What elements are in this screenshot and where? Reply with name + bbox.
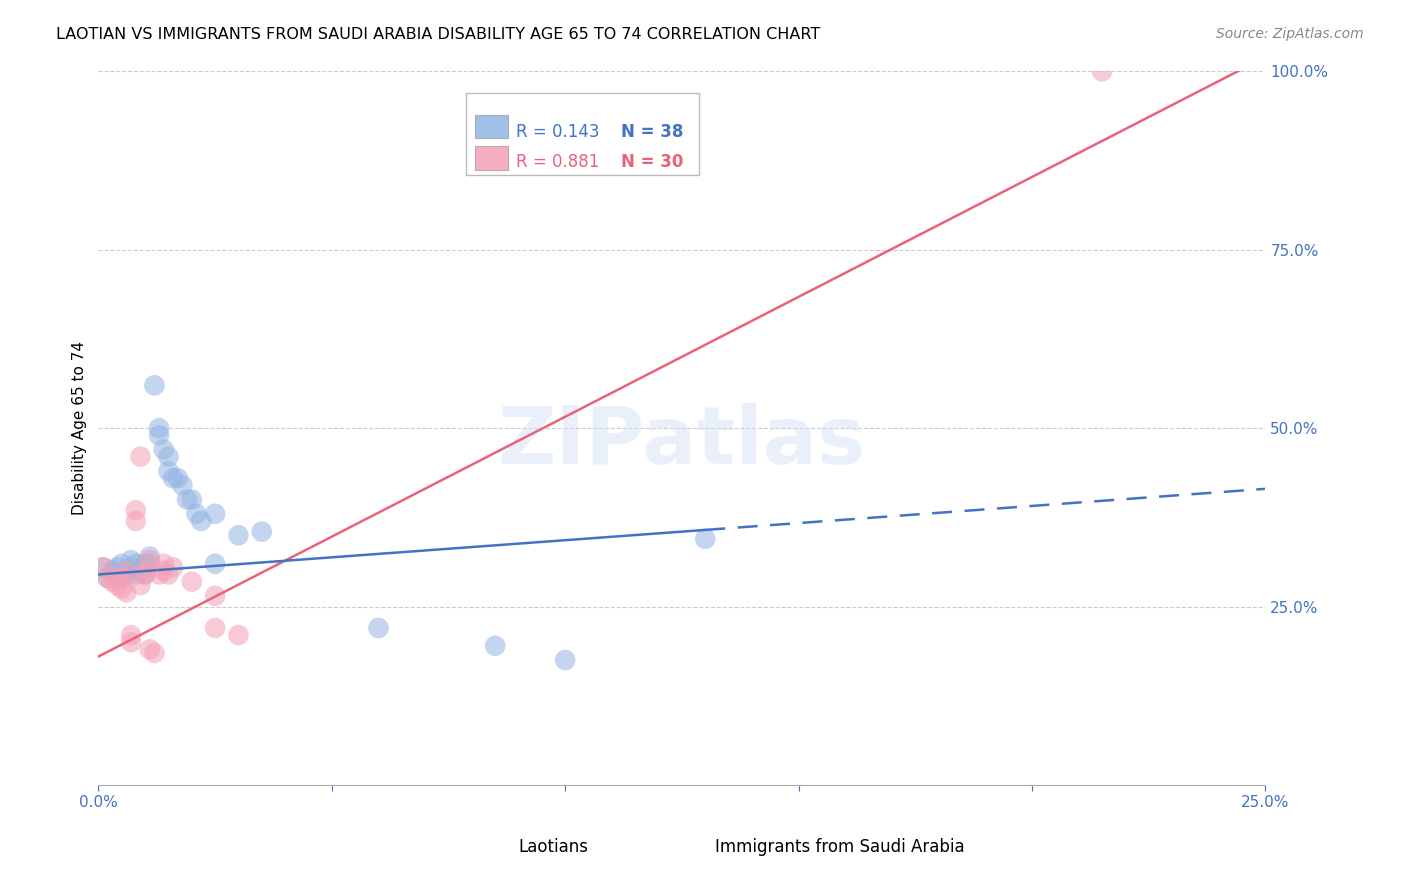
- Point: [180, 574, 202, 589]
- Point: [139, 557, 162, 571]
- Point: [120, 560, 142, 574]
- Text: Immigrants from Saudi Arabia: Immigrants from Saudi Arabia: [714, 838, 965, 856]
- Point: [134, 567, 156, 582]
- FancyBboxPatch shape: [734, 819, 755, 835]
- Point: [111, 582, 134, 596]
- Text: N = 30: N = 30: [621, 153, 683, 171]
- Point: [143, 378, 166, 392]
- Point: [120, 635, 142, 649]
- Point: [125, 557, 148, 571]
- Point: [162, 560, 184, 574]
- Point: [176, 492, 198, 507]
- Point: [91, 560, 114, 574]
- Point: [162, 471, 184, 485]
- Point: [101, 574, 124, 589]
- Point: [111, 571, 134, 585]
- Point: [148, 567, 170, 582]
- Point: [157, 567, 180, 582]
- Point: [139, 553, 162, 567]
- Point: [250, 524, 273, 539]
- Point: [180, 492, 202, 507]
- Point: [115, 585, 138, 599]
- Point: [125, 514, 148, 528]
- Point: [129, 578, 152, 592]
- Point: [101, 564, 124, 578]
- Point: [105, 560, 128, 574]
- FancyBboxPatch shape: [475, 146, 508, 169]
- Point: [134, 564, 156, 578]
- Point: [152, 564, 174, 578]
- Point: [97, 571, 120, 585]
- Point: [204, 621, 226, 635]
- Point: [115, 567, 138, 582]
- Point: [190, 514, 212, 528]
- Text: R = 0.881: R = 0.881: [516, 153, 599, 171]
- Point: [143, 646, 166, 660]
- Point: [484, 639, 506, 653]
- Point: [172, 478, 194, 492]
- Point: [204, 507, 226, 521]
- Point: [125, 503, 148, 517]
- Point: [157, 464, 180, 478]
- Text: LAOTIAN VS IMMIGRANTS FROM SAUDI ARABIA DISABILITY AGE 65 TO 74 CORRELATION CHAR: LAOTIAN VS IMMIGRANTS FROM SAUDI ARABIA …: [56, 27, 821, 42]
- Point: [134, 557, 156, 571]
- Point: [152, 557, 174, 571]
- Point: [554, 653, 576, 667]
- Point: [148, 421, 170, 435]
- Point: [152, 442, 174, 457]
- Point: [115, 564, 138, 578]
- Point: [695, 532, 717, 546]
- Point: [97, 571, 120, 585]
- Point: [115, 564, 138, 578]
- Y-axis label: Disability Age 65 to 74: Disability Age 65 to 74: [72, 341, 87, 516]
- Point: [134, 567, 156, 582]
- Point: [125, 567, 148, 582]
- Text: R = 0.143: R = 0.143: [516, 123, 600, 142]
- FancyBboxPatch shape: [475, 115, 508, 138]
- Point: [105, 571, 128, 585]
- Point: [120, 553, 142, 567]
- Point: [111, 571, 134, 585]
- Point: [105, 578, 128, 592]
- Point: [186, 507, 208, 521]
- Text: Source: ZipAtlas.com: Source: ZipAtlas.com: [1216, 27, 1364, 41]
- Point: [120, 628, 142, 642]
- Point: [111, 557, 134, 571]
- Text: ZIPatlas: ZIPatlas: [498, 403, 866, 482]
- Point: [367, 621, 389, 635]
- Point: [139, 549, 162, 564]
- Text: N = 38: N = 38: [621, 123, 683, 142]
- Point: [204, 557, 226, 571]
- Point: [157, 450, 180, 464]
- Point: [1091, 64, 1114, 78]
- Point: [228, 528, 250, 542]
- Point: [148, 428, 170, 442]
- FancyBboxPatch shape: [465, 93, 699, 175]
- Point: [129, 564, 152, 578]
- Text: Laotians: Laotians: [519, 838, 589, 856]
- Point: [129, 450, 152, 464]
- Point: [139, 642, 162, 657]
- Point: [91, 560, 114, 574]
- FancyBboxPatch shape: [501, 819, 522, 835]
- Point: [204, 589, 226, 603]
- Point: [166, 471, 188, 485]
- Point: [228, 628, 250, 642]
